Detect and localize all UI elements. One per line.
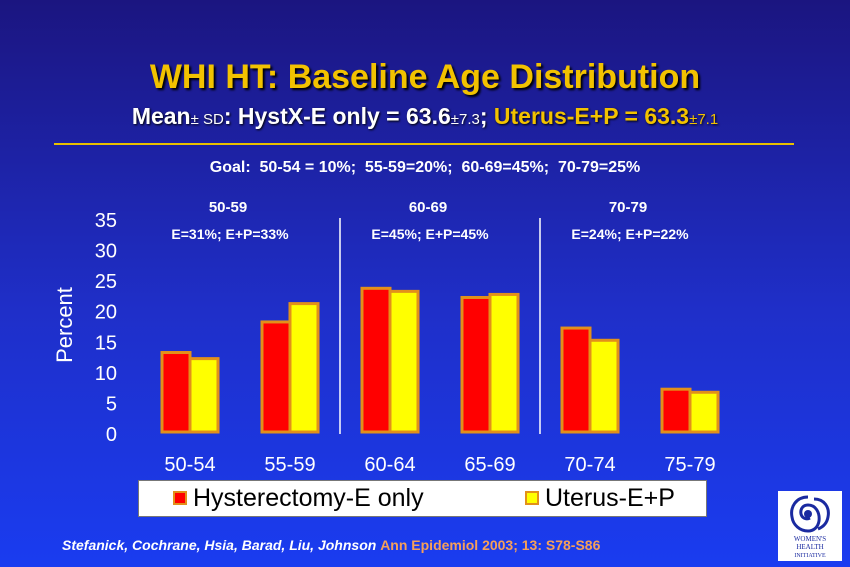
group-label: 50-59 [209, 199, 247, 216]
bar-uterus [688, 390, 720, 434]
y-tick-label: 35 [95, 210, 117, 232]
bar-hyst [560, 326, 592, 434]
whi-logo-icon: WOMEN'S HEALTH INITIATIVE [790, 495, 830, 559]
goal-text: Goal: 50-54 = 10%; 55-59=20%; 60-69=45%;… [209, 159, 641, 176]
legend-label-hyst: Hysterectomy-E only [193, 484, 424, 512]
subtitle-mean: Mean [131, 103, 191, 129]
slide-title: WHI HT: Baseline Age Distribution [149, 58, 701, 96]
y-tick-label: 30 [95, 241, 117, 263]
bar-hyst [260, 320, 292, 434]
logo-text-1: WOMEN'S [794, 535, 826, 543]
legend-item-hyst: Hysterectomy-E only [173, 484, 424, 513]
y-tick-label: 20 [95, 302, 117, 324]
bar-hyst [460, 295, 492, 434]
title-divider [54, 143, 794, 145]
logo-text-3: INITIATIVE [794, 553, 826, 559]
group-note: E=24%; E+P=22% [571, 226, 689, 242]
legend-swatch-uterus [525, 491, 539, 505]
x-tick-label: 75-79 [664, 454, 715, 476]
bar-uterus [288, 302, 320, 434]
bar-hyst [360, 286, 392, 434]
whi-logo: WOMEN'S HEALTH INITIATIVE [778, 491, 842, 561]
x-tick-label: 65-69 [464, 454, 515, 476]
bar-uterus [388, 289, 420, 434]
group-label: 70-79 [609, 199, 647, 216]
legend-label-uterus: Uterus-E+P [545, 484, 675, 512]
logo-text-2: HEALTH [796, 543, 823, 551]
legend-item-uterus: Uterus-E+P [525, 484, 675, 513]
y-tick-label: 10 [95, 363, 117, 385]
y-tick-label: 25 [95, 271, 117, 293]
x-tick-label: 50-54 [164, 454, 215, 476]
bar-hyst [660, 387, 692, 434]
bar-uterus [588, 338, 620, 434]
subtitle-hyst-sd: ±7.3 [450, 111, 480, 128]
legend-swatch-hyst [173, 491, 187, 505]
x-tick-label: 60-64 [364, 454, 415, 476]
subtitle-uterus-sd: ±7.1 [689, 111, 719, 128]
group-note: E=45%; E+P=45% [371, 226, 489, 242]
subtitle-sep: ; [479, 103, 488, 129]
group-label: 60-69 [409, 199, 447, 216]
subtitle-hyst: : HystX-E only = 63.6 [223, 103, 451, 129]
y-tick-label: 5 [106, 393, 117, 415]
citation: Stefanick, Cochrane, Hsia, Barad, Liu, J… [62, 537, 600, 553]
group-note: E=31%; E+P=33% [171, 226, 289, 242]
bar-uterus [488, 292, 520, 434]
y-axis-label: Percent [52, 287, 77, 363]
subtitle-pm-sd: ± SD [190, 111, 224, 128]
y-tick-label: 15 [95, 332, 117, 354]
bar-uterus [188, 357, 220, 434]
x-tick-label: 70-74 [564, 454, 615, 476]
citation-authors: Stefanick, Cochrane, Hsia, Barad, Liu, J… [62, 537, 381, 553]
subtitle-uterus: Uterus-E+P = 63.3 [487, 103, 690, 129]
bar-hyst [160, 351, 192, 434]
y-tick-label: 0 [106, 424, 117, 446]
citation-journal: Ann Epidemiol 2003; 13: S78-S86 [380, 537, 601, 553]
slide-subtitle: Mean± SD: HystX-E only = 63.6±7.3; Uteru… [0, 103, 850, 130]
chart-legend: Hysterectomy-E only Uterus-E+P [138, 480, 707, 517]
x-tick-label: 55-59 [264, 454, 315, 476]
